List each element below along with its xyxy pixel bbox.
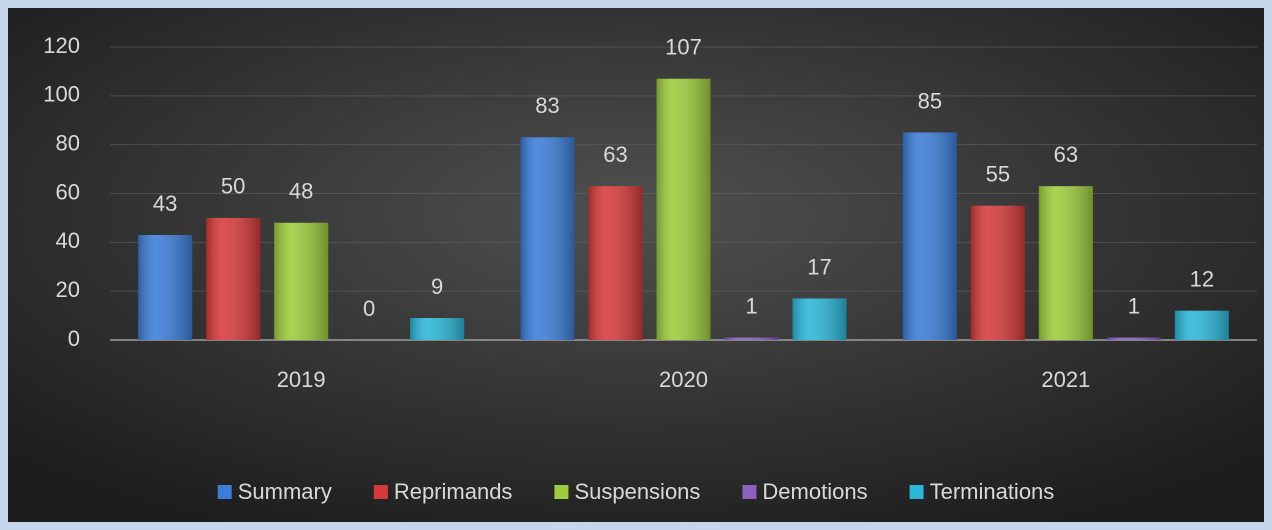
- bar-shade: [792, 298, 847, 340]
- data-label: 43: [153, 191, 177, 216]
- data-label: 1: [1128, 293, 1140, 318]
- data-label: 85: [918, 88, 942, 113]
- data-label: 63: [603, 142, 627, 167]
- bar-shade: [206, 217, 261, 340]
- data-label: 55: [986, 162, 1010, 187]
- y-tick-label: 60: [56, 179, 80, 204]
- data-label: 17: [807, 254, 831, 279]
- x-tick-label: 2021: [1041, 367, 1090, 392]
- y-tick-label: 0: [68, 326, 80, 351]
- data-label: 12: [1190, 267, 1214, 292]
- bar-shade: [970, 205, 1025, 340]
- data-label: 0: [363, 296, 375, 321]
- bar-shade: [1174, 310, 1229, 340]
- legend-label: Demotions: [762, 479, 867, 504]
- data-label: 63: [1054, 142, 1078, 167]
- data-label: 48: [289, 179, 313, 204]
- bar-shade: [588, 186, 643, 340]
- legend-label: Summary: [238, 479, 332, 504]
- bar-shade: [902, 132, 957, 340]
- y-tick-label: 80: [56, 130, 80, 155]
- legend-marker: [217, 485, 232, 499]
- legend-label: Suspensions: [574, 479, 700, 504]
- bar-shade: [138, 235, 193, 340]
- data-label: 1: [745, 293, 757, 318]
- data-label: 107: [665, 35, 702, 60]
- bar-shade: [520, 137, 575, 340]
- legend-marker: [554, 485, 569, 499]
- bar-shade: [1106, 337, 1161, 340]
- bar-shade: [274, 222, 329, 340]
- legend-marker: [909, 485, 924, 499]
- legend-marker: [373, 485, 388, 499]
- x-tick-label: 2019: [277, 367, 326, 392]
- legend-marker: [742, 485, 757, 499]
- data-label: 83: [535, 93, 559, 118]
- legend-label: Terminations: [930, 479, 1055, 504]
- y-tick-label: 120: [43, 33, 80, 58]
- legend-label: Reprimands: [394, 479, 513, 504]
- data-label: 9: [431, 274, 443, 299]
- bar-shade: [410, 318, 465, 340]
- x-tick-label: 2020: [659, 367, 708, 392]
- bar-shade: [724, 337, 779, 340]
- data-label: 50: [221, 174, 245, 199]
- y-tick-label: 40: [56, 228, 80, 253]
- y-tick-label: 20: [56, 277, 80, 302]
- bar-shade: [1038, 186, 1093, 340]
- bar-shade: [656, 78, 711, 340]
- y-tick-label: 100: [43, 82, 80, 107]
